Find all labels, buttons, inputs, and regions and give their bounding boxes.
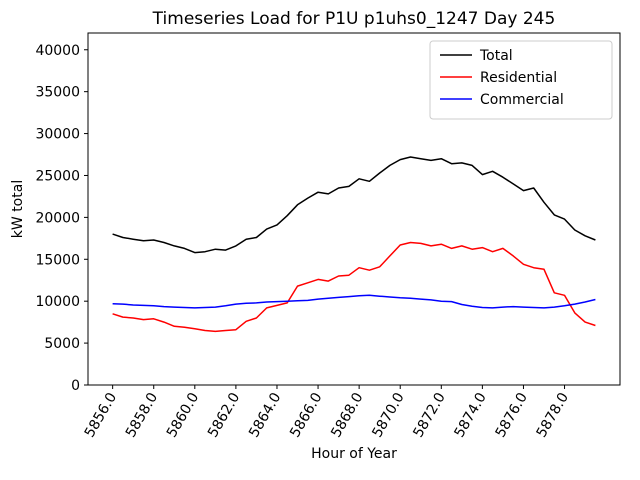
legend-label-residential: Residential <box>480 70 557 86</box>
x-tick-label: 5858.0 <box>123 390 161 440</box>
legend-box <box>429 40 613 120</box>
x-tick-label: 5866.0 <box>287 390 325 440</box>
y-tick-label: 10000 <box>35 294 80 310</box>
series-line-total <box>112 156 596 254</box>
legend-label-total: Total <box>479 48 513 64</box>
axes-spines <box>87 32 621 386</box>
x-tick-label: 5876.0 <box>493 390 531 440</box>
y-tick-label: 15000 <box>35 252 80 268</box>
y-tick-label: 0 <box>71 378 80 394</box>
y-axis-label: kW total <box>10 180 26 238</box>
series-line-commercial <box>112 294 596 309</box>
y-tick-label: 20000 <box>35 210 80 226</box>
y-tick-label: 5000 <box>44 336 80 352</box>
y-tick-label: 35000 <box>35 85 80 101</box>
x-tick-label: 5870.0 <box>369 390 407 440</box>
x-tick-label: 5864.0 <box>246 390 284 440</box>
legend: Total Residential Commercial <box>429 40 613 120</box>
y-tick-label: 30000 <box>35 127 80 143</box>
chart-title: Timeseries Load for P1U p1uhs0_1247 Day … <box>152 9 556 29</box>
x-tick-label: 5856.0 <box>82 390 120 440</box>
y-tick-label: 40000 <box>35 43 80 59</box>
x-tick-label: 5860.0 <box>164 390 202 440</box>
x-axis-label: Hour of Year <box>311 446 397 462</box>
x-tick-label: 5862.0 <box>205 390 243 440</box>
x-tick-label: 5878.0 <box>534 390 572 440</box>
series-line-residential <box>112 241 596 333</box>
x-tick-label: 5872.0 <box>410 390 448 440</box>
x-tick-label: 5868.0 <box>328 390 366 440</box>
legend-label-commercial: Commercial <box>480 92 564 108</box>
y-tick-label: 25000 <box>35 168 80 184</box>
x-tick-label: 5874.0 <box>451 390 489 440</box>
